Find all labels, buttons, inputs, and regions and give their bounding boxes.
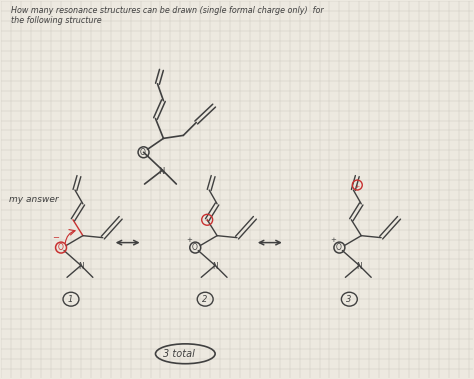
- Text: N: N: [158, 167, 165, 176]
- Text: +: +: [330, 236, 337, 243]
- Text: O: O: [192, 243, 198, 252]
- Text: O: O: [57, 243, 64, 252]
- Text: N: N: [78, 262, 84, 271]
- Text: O: O: [336, 243, 342, 252]
- Text: N: N: [212, 262, 218, 271]
- Text: 3: 3: [346, 295, 352, 304]
- Text: O: O: [140, 148, 146, 157]
- Text: +: +: [186, 236, 192, 243]
- Text: 2: 2: [202, 295, 208, 304]
- Text: the following structure: the following structure: [11, 16, 102, 25]
- Text: 1: 1: [68, 295, 73, 304]
- Text: 3 total: 3 total: [164, 349, 195, 359]
- Text: +: +: [354, 184, 360, 189]
- Text: +: +: [205, 218, 210, 223]
- Text: How many resonance structures can be drawn (single formal charge only)  for: How many resonance structures can be dra…: [11, 6, 324, 15]
- Text: −: −: [52, 233, 59, 243]
- Text: my answer: my answer: [9, 195, 59, 204]
- Text: N: N: [356, 262, 362, 271]
